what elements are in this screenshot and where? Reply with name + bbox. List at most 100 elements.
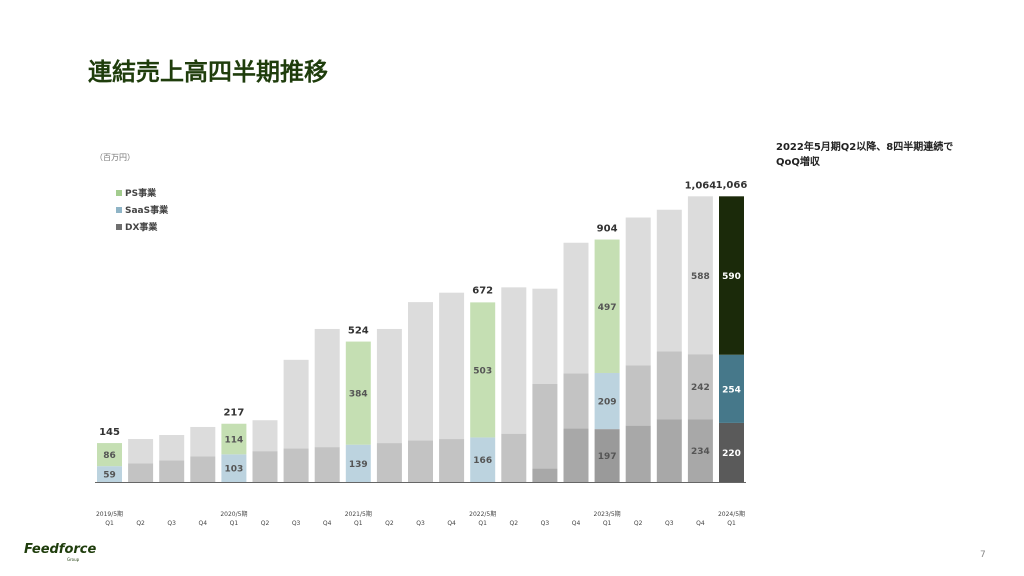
bar-segment-saas-1 [128,463,154,482]
bar-segment-saas-5 [252,451,278,482]
bar-segment-dx-19 [687,419,713,482]
bar-segment-saas-20 [719,354,744,423]
legend-swatch-saas [116,206,122,213]
bar-segment-ps-4 [221,423,247,455]
legend-label-dx: DX事業 [125,223,158,233]
bar-segment-dx-20 [719,422,744,482]
page-title: 連結売上高四半期推移 [88,58,328,86]
bar-segment-saas-3 [190,456,216,482]
bar-segment-ps-2 [159,435,185,461]
total-label-0: 145 [99,427,120,438]
total-label-19: 1,064 [685,180,717,191]
bar-segment-saas-8 [345,444,371,482]
bar-segment-dx-15 [563,428,589,482]
chart-legend: PS事業 SaaS事業 DX事業 [116,184,168,235]
bar-segment-ps-10 [408,302,433,441]
tick-quarter-label-1: Q2 [136,520,145,527]
logo-subtitle: Group [67,557,80,562]
tick-quarter-label-8: Q1 [354,520,363,527]
tick-quarter-label-3: Q4 [199,520,208,527]
legend-item-saas: SaaS事業 [116,201,168,218]
tick-quarter-label-18: Q3 [665,520,674,527]
tick-quarter-label-19: Q4 [696,520,705,527]
legend-label-saas: SaaS事業 [125,206,169,216]
bar-segment-dx-17 [625,425,651,482]
total-label-12: 672 [472,286,493,297]
data-label-ps-16: 497 [598,303,617,313]
legend-label-ps: PS事業 [125,189,157,199]
unit-label: （百万円） [95,153,135,162]
bar-segment-ps-7 [314,328,340,448]
tick-quarter-label-9: Q2 [385,520,394,527]
data-label-saas-4: 103 [225,465,244,475]
tick-quarter-label-10: Q3 [416,520,425,527]
bar-segment-ps-17 [625,217,651,366]
tick-year-label-4: 2020/5期 [220,510,247,518]
tick-year-label-0: 2019/5期 [96,510,123,518]
data-label-dx-19: 234 [691,447,710,457]
total-label-16: 904 [597,223,618,234]
bar-segment-saas-13 [501,433,527,482]
bar-segment-saas-2 [159,460,185,482]
tick-quarter-label-13: Q2 [510,520,519,527]
data-label-saas-12: 166 [473,456,492,466]
bar-segment-ps-19 [687,196,713,355]
bar-segment-ps-6 [283,359,309,449]
bar-segment-saas-10 [408,440,433,482]
tick-quarter-label-14: Q3 [541,520,550,527]
total-label-8: 524 [348,325,369,336]
tick-quarter-label-12: Q1 [478,520,487,527]
data-label-saas-19: 242 [691,383,710,393]
bar-segment-saas-11 [439,439,465,482]
tick-quarter-label-2: Q3 [167,520,176,527]
bar-segment-ps-15 [563,242,589,374]
bar-segment-ps-9 [376,328,402,444]
bar-segment-saas-16 [594,372,620,430]
bar-segment-saas-15 [563,373,589,429]
data-label-ps-20: 590 [722,272,741,282]
tick-year-label-8: 2021/5期 [345,510,372,518]
page-number: 7 [980,550,986,560]
data-label-saas-16: 209 [598,398,617,408]
bar-segment-ps-5 [252,420,278,452]
legend-swatch-ps [116,189,122,196]
tick-quarter-label-6: Q3 [292,520,301,527]
tick-year-label-20: 2024/5期 [718,510,745,518]
bar-segment-saas-12 [470,437,496,482]
bar-segment-saas-7 [314,447,340,482]
bar-segment-ps-11 [439,292,465,440]
legend-item-dx: DX事業 [116,218,168,235]
growth-note: 2022年5月期Q2以降、8四半期連続で QoQ増収 [776,140,976,170]
bar-segment-ps-8 [345,341,371,445]
bar-segment-saas-19 [687,354,713,420]
tick-quarter-label-20: Q1 [727,520,736,527]
bar-segment-ps-13 [501,287,527,434]
tick-quarter-label-15: Q4 [572,520,581,527]
tick-quarter-label-7: Q4 [323,520,332,527]
bar-segment-saas-4 [221,454,247,482]
tick-quarter-label-11: Q4 [447,520,456,527]
data-label-dx-16: 197 [598,452,617,462]
growth-note-line-1: 2022年5月期Q2以降、8四半期連続で [776,142,954,153]
bar-segment-ps-16 [594,239,620,373]
total-label-20: 1,066 [716,180,748,191]
bar-segment-ps-18 [656,209,682,352]
data-label-ps-19: 588 [691,272,710,282]
bar-segment-dx-16 [594,429,620,482]
tick-quarter-label-17: Q2 [634,520,643,527]
bar-segment-saas-17 [625,365,651,426]
data-label-ps-4: 114 [225,436,244,446]
bar-segment-ps-1 [128,439,154,464]
data-label-saas-0: 59 [103,471,116,481]
legend-item-ps: PS事業 [116,184,168,201]
bar-segment-saas-6 [283,448,309,482]
bar-segment-saas-14 [532,383,558,469]
data-label-saas-8: 139 [349,460,368,470]
data-label-ps-8: 384 [349,390,368,400]
data-label-saas-20: 254 [722,385,741,395]
bar-segment-ps-0 [97,443,122,467]
bar-segment-dx-14 [532,468,558,482]
tick-year-label-16: 2023/5期 [594,510,621,518]
tick-year-label-12: 2022/5期 [469,510,496,518]
